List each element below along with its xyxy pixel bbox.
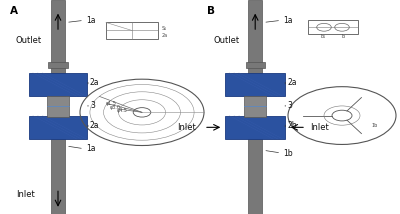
Text: b: b bbox=[342, 34, 345, 39]
Text: B: B bbox=[207, 6, 215, 16]
Text: Outlet: Outlet bbox=[16, 36, 42, 45]
Text: 1b: 1b bbox=[283, 149, 293, 158]
Text: A: A bbox=[10, 6, 18, 16]
Bar bbox=[225, 73, 285, 96]
Bar bbox=[246, 62, 265, 68]
Bar bbox=[248, 0, 262, 214]
Text: 2a: 2a bbox=[161, 33, 167, 38]
Text: 3: 3 bbox=[287, 101, 292, 110]
Text: 1a: 1a bbox=[86, 144, 96, 153]
Text: Inlet: Inlet bbox=[310, 123, 329, 132]
Text: 2a: 2a bbox=[287, 78, 297, 87]
Text: b₁: b₁ bbox=[320, 34, 325, 39]
Text: S₁: S₁ bbox=[161, 26, 166, 31]
Bar bbox=[308, 20, 358, 34]
Text: Inlet: Inlet bbox=[177, 123, 196, 132]
Text: 3: 3 bbox=[90, 101, 95, 110]
Bar bbox=[225, 116, 285, 139]
Text: Inlet: Inlet bbox=[16, 190, 35, 199]
Bar bbox=[47, 96, 69, 117]
Text: 1a: 1a bbox=[86, 16, 96, 25]
Text: φ3.0: φ3.0 bbox=[110, 105, 121, 110]
Text: Outlet: Outlet bbox=[214, 36, 240, 45]
Bar bbox=[48, 62, 68, 68]
Bar bbox=[29, 73, 87, 96]
Bar bbox=[29, 116, 87, 139]
Text: 1b: 1b bbox=[372, 123, 378, 128]
Text: φ1.5: φ1.5 bbox=[106, 101, 116, 106]
Text: 1a: 1a bbox=[283, 16, 293, 25]
Text: 2a: 2a bbox=[90, 121, 100, 130]
Text: 2b: 2b bbox=[287, 121, 297, 130]
Bar bbox=[51, 0, 65, 214]
Bar bbox=[244, 96, 266, 117]
Bar bbox=[106, 22, 158, 39]
Text: 2a: 2a bbox=[90, 78, 100, 87]
Text: φ4.5: φ4.5 bbox=[117, 108, 128, 113]
